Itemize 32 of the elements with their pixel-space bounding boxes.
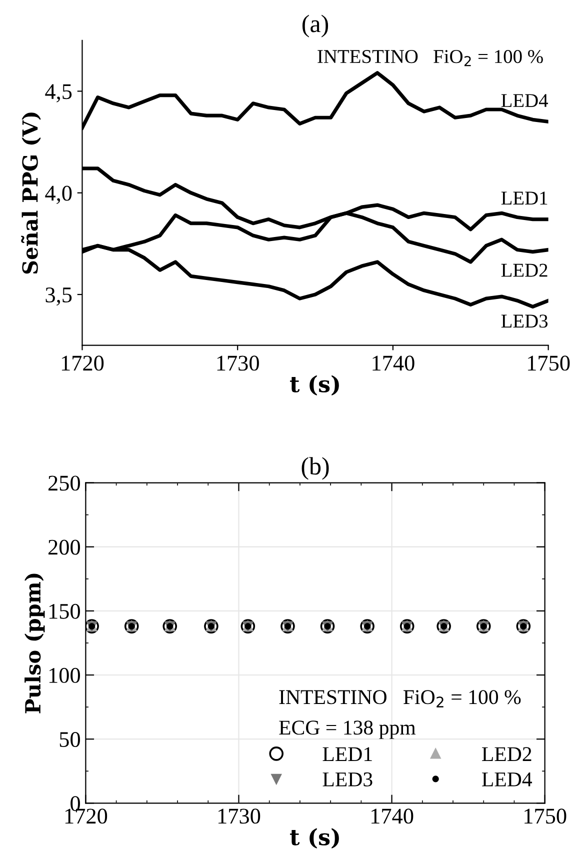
chart-title: (b) xyxy=(302,457,329,480)
y-tick-label: 50 xyxy=(60,732,80,748)
legend-label: LED2 xyxy=(482,747,532,761)
y-axis-title: Pulso (ppm) xyxy=(24,574,45,714)
annotation: INTESTINO FiO$_{2}$ = 100 % xyxy=(279,690,521,708)
series-label: LED2 xyxy=(501,264,548,277)
annotation: ECG = 138 ppm xyxy=(279,720,416,739)
legend-label: LED1 xyxy=(322,747,372,761)
y-tick-label: 4,5 xyxy=(45,84,72,102)
chart-title: (a) xyxy=(302,14,328,38)
y-tick-label: 100 xyxy=(49,668,80,683)
y-axis-title: Señal PPG (V) xyxy=(21,112,41,274)
x-tick-label: 1750 xyxy=(524,808,566,824)
y-tick-label: 250 xyxy=(48,476,80,491)
x-tick-label: 1730 xyxy=(217,356,259,371)
series-label: LED1 xyxy=(501,192,548,205)
series-label: LED4 xyxy=(501,94,548,107)
y-tick-label: 3,5 xyxy=(46,287,72,306)
x-tick-label: 1730 xyxy=(218,808,260,824)
x-tick-label: 1720 xyxy=(62,356,104,371)
y-tick-label: 4,0 xyxy=(45,186,72,204)
x-axis-title: t (s) xyxy=(290,828,339,849)
x-axis-title: t (s) xyxy=(290,375,339,396)
x-tick-label: 1740 xyxy=(372,808,414,824)
x-tick-label: 1750 xyxy=(528,356,570,371)
legend-label: LED4 xyxy=(482,772,532,786)
annotation: INTESTINO FiO$_{2}$ = 100 % xyxy=(318,50,543,66)
legend-label: LED3 xyxy=(322,772,372,786)
x-tick-label: 1740 xyxy=(372,356,414,371)
y-tick-label: 150 xyxy=(49,604,80,619)
series-label: LED3 xyxy=(501,314,548,328)
y-tick-label: 200 xyxy=(48,540,80,555)
